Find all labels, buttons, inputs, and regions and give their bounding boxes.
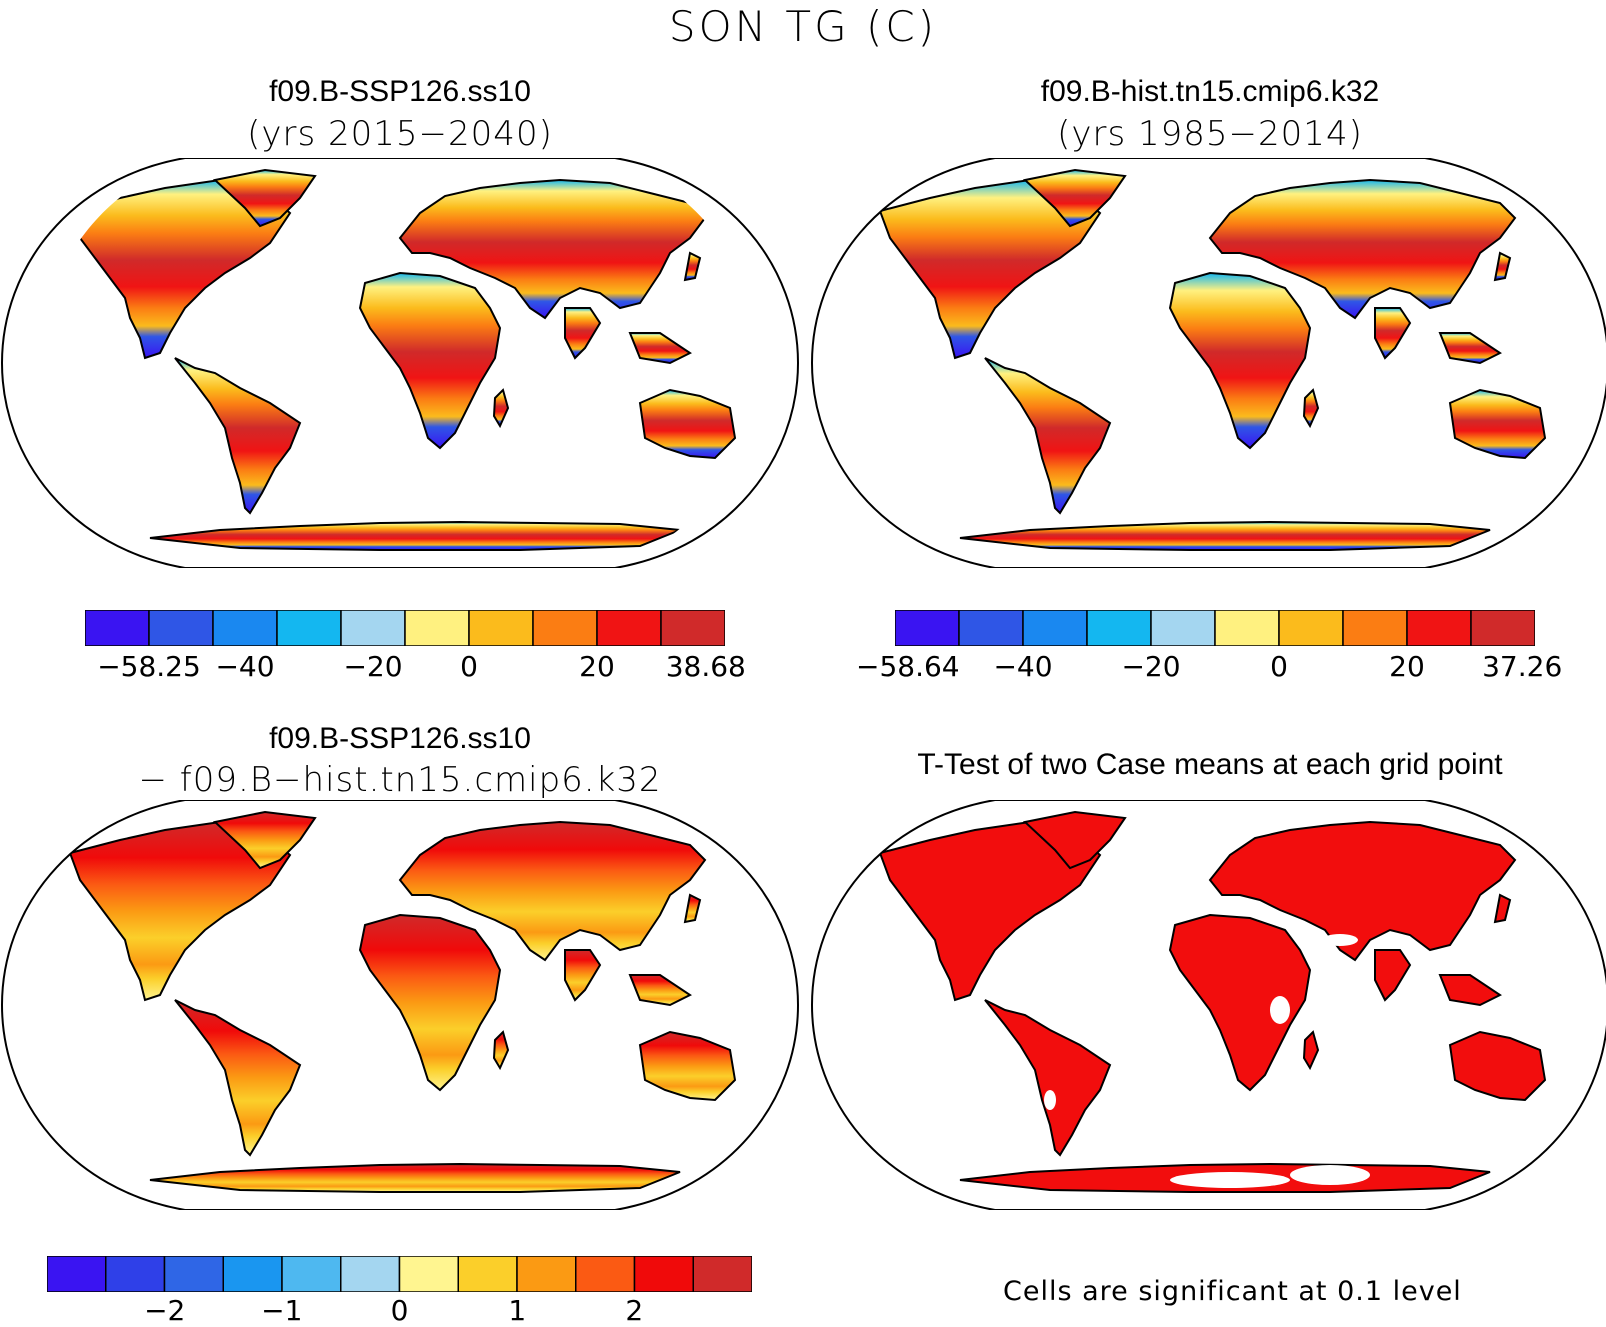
colorbar-label: 0 [1270, 650, 1288, 683]
colorbar-swatch [340, 1255, 401, 1293]
colorbar-swatch [1022, 609, 1088, 647]
colorbar-swatch [212, 609, 278, 647]
panel-case-title: f09.B-SSP126.ss10 [269, 75, 531, 108]
colorbar-swatch [692, 1255, 753, 1293]
colorbar-swatch [660, 609, 726, 647]
colorbar-swatch [1086, 609, 1152, 647]
colorbar-swatch [222, 1255, 283, 1293]
colorbar-swatch [84, 609, 150, 647]
colorbar-swatch [457, 1255, 518, 1293]
colorbar-label: −40 [215, 650, 275, 683]
panel-case-colorbar-labels: −58.25 −40 −20 0 20 38.68 [85, 650, 746, 686]
colorbar-swatch [398, 1255, 459, 1293]
colorbar-swatch [1342, 609, 1408, 647]
colorbar-swatch [516, 1255, 577, 1293]
colorbar-label: 20 [1389, 650, 1425, 683]
panel-control-subtitle: (yrs 1985−2014) [1057, 114, 1363, 154]
panel-difference-colorbar-svg [46, 1255, 753, 1293]
colorbar-swatch [276, 609, 342, 647]
colorbar-label: 2 [625, 1294, 644, 1327]
colorbar-label: −20 [1121, 650, 1181, 683]
panel-case-colorbar-svg [84, 609, 726, 647]
colorbar-label: −58.25 [97, 650, 201, 683]
panel-control-title: f09.B-hist.tn15.cmip6.k32 [1040, 75, 1380, 108]
panel-difference-title: f09.B-SSP126.ss10 [269, 722, 531, 755]
colorbar-swatch [281, 1255, 342, 1293]
colorbar-swatch [596, 609, 662, 647]
panel-difference-colorbar-labels: −2 −1 0 1 2 [47, 1294, 752, 1327]
colorbar-label: −1 [261, 1294, 303, 1327]
panel-ttest-title: T-Test of two Case means at each grid po… [917, 748, 1503, 781]
colorbar-swatch [148, 609, 214, 647]
colorbar-swatch [532, 609, 598, 647]
panel-difference-colorbar [46, 1255, 753, 1293]
colorbar-label: 1 [508, 1294, 527, 1327]
panel-control-colorbar [894, 609, 1536, 647]
colorbar-swatch [958, 609, 1024, 647]
colorbar-swatch [894, 609, 960, 647]
panel-control-colorbar-svg [894, 609, 1536, 647]
colorbar-label: 38.68 [665, 650, 746, 683]
colorbar-swatch [1278, 609, 1344, 647]
panel-case-map [0, 158, 800, 568]
colorbar-label: −20 [343, 650, 403, 683]
colorbar-swatch [1470, 609, 1536, 647]
colorbar-label: 0 [460, 650, 478, 683]
colorbar-swatch [1150, 609, 1216, 647]
colorbar-label: −2 [144, 1294, 186, 1327]
colorbar-swatch [46, 1255, 107, 1293]
colorbar-swatch [1214, 609, 1280, 647]
panel-case-colorbar [84, 609, 726, 647]
colorbar-swatch [340, 609, 406, 647]
panel-difference-map [0, 800, 800, 1210]
panel-case-subtitle: (yrs 2015−2040) [247, 114, 553, 154]
colorbar-label: 0 [390, 1294, 409, 1327]
colorbar-label: −58.64 [855, 650, 960, 683]
colorbar-label: 20 [579, 650, 615, 683]
panel-difference-subtitle: − f09.B−hist.tn15.cmip6.k32 [138, 760, 662, 800]
main-title: SON TG (C) [668, 2, 938, 51]
panel-control-colorbar-labels: −58.64 −40 −20 0 20 37.26 [856, 650, 1562, 686]
colorbar-swatch [468, 609, 534, 647]
colorbar-label: −40 [993, 650, 1053, 683]
colorbar-swatch [105, 1255, 166, 1293]
panel-ttest-map [810, 800, 1606, 1210]
colorbar-swatch [163, 1255, 224, 1293]
colorbar-swatch [1406, 609, 1472, 647]
colorbar-swatch [633, 1255, 694, 1293]
colorbar-label: 37.26 [1482, 650, 1563, 683]
ttest-significance-note: Cells are significant at 0.1 level [1003, 1276, 1462, 1307]
colorbar-swatch [575, 1255, 636, 1293]
panel-control-map [810, 158, 1606, 568]
colorbar-swatch [404, 609, 470, 647]
